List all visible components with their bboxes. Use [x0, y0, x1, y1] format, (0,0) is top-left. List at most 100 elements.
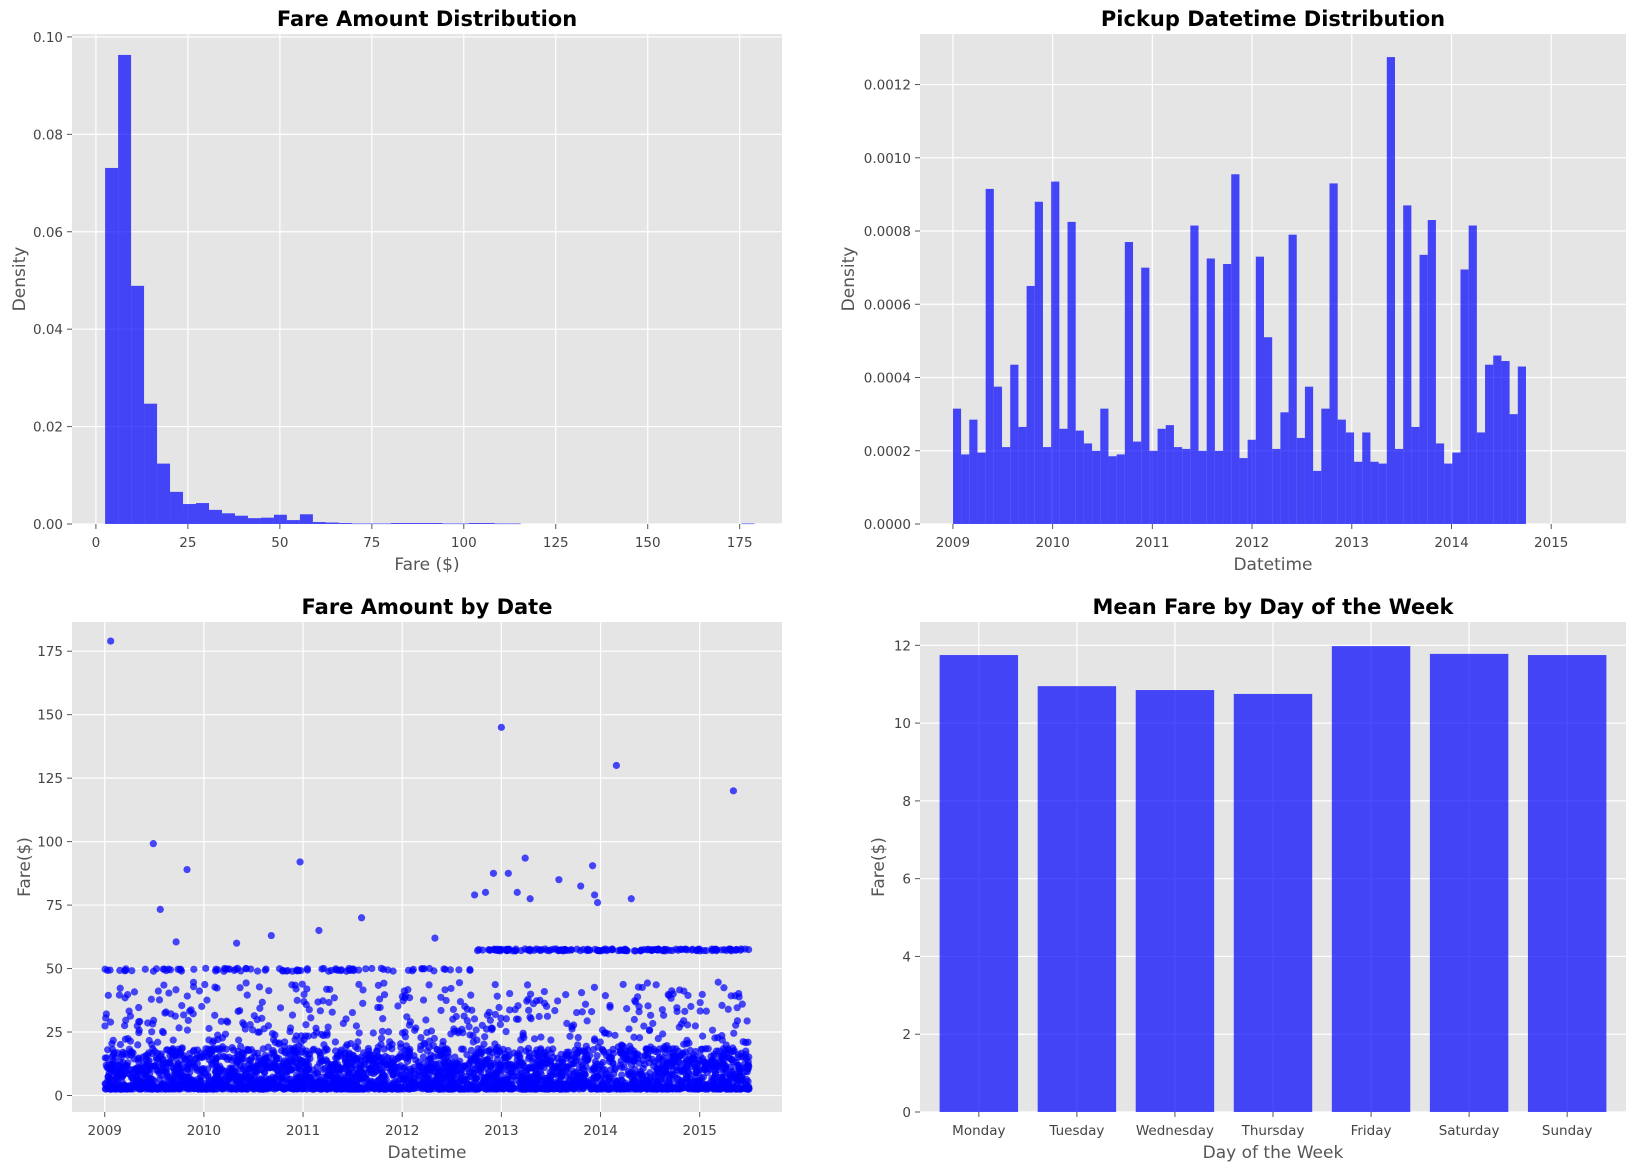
scatter-point	[134, 1041, 142, 1049]
scatter-point	[297, 966, 305, 975]
scatter-point	[355, 1071, 363, 1079]
histogram-bar	[234, 515, 248, 524]
y-tick-label: 0.02	[33, 420, 63, 436]
scatter-point	[332, 1065, 340, 1073]
scatter-point	[365, 1057, 374, 1065]
y-tick-label: 25	[46, 1025, 63, 1041]
scatter-point	[205, 1024, 213, 1033]
scatter-point	[369, 1029, 377, 1037]
scatter-point	[695, 1066, 704, 1074]
scatter-point	[148, 1028, 156, 1036]
scatter-point	[718, 1001, 726, 1009]
scatter-point	[738, 1000, 746, 1008]
histogram-bar	[1394, 448, 1404, 524]
scatter-point	[386, 1038, 394, 1046]
scatter-point	[189, 1047, 197, 1055]
scatter-point	[402, 1075, 410, 1083]
scatter-point	[253, 967, 262, 975]
scatter-point	[437, 1006, 445, 1015]
scatter-point	[342, 967, 351, 975]
scatter-point	[435, 1085, 444, 1093]
scatter-point	[520, 1034, 528, 1042]
scatter-point	[605, 1075, 614, 1083]
fare-scatter-panel: 2009 2010 2011 2012 2013 2014 2015 0 25 50 75 100 1…	[15, 595, 782, 1163]
scatter-point	[265, 987, 273, 995]
scatter-point	[504, 1046, 512, 1055]
scatter-point	[504, 869, 512, 877]
scatter-point	[523, 1067, 531, 1075]
scatter-point	[207, 1046, 215, 1054]
scatter-point	[443, 1061, 451, 1069]
histogram-bar	[1296, 437, 1305, 524]
fare-histogram-grid	[72, 34, 782, 525]
scatter-point	[659, 1054, 667, 1062]
scatter-point	[297, 1038, 305, 1046]
datetime-histogram-x-label: Datetime	[1233, 555, 1312, 575]
scatter-point	[630, 1015, 638, 1024]
scatter-point	[179, 1072, 187, 1081]
scatter-point	[574, 1047, 583, 1056]
histogram-bar	[1337, 419, 1346, 524]
y-tick-label: 0.00	[33, 517, 63, 533]
x-tick-label: Wednesday	[1136, 1123, 1214, 1139]
scatter-point	[201, 980, 209, 989]
x-tick-label: 0	[92, 535, 101, 551]
scatter-point	[222, 1081, 230, 1089]
scatter-point	[234, 1057, 242, 1066]
scatter-point	[660, 1011, 668, 1019]
scatter-point	[236, 984, 244, 992]
scatter-point	[318, 965, 326, 973]
weekday-bar	[1037, 686, 1117, 1112]
scatter-point	[239, 1019, 247, 1027]
scatter-point	[486, 946, 494, 954]
scatter-point	[456, 997, 465, 1006]
scatter-point	[708, 1026, 717, 1034]
scatter-point	[465, 1023, 473, 1031]
x-tick-label: 2011	[286, 1123, 320, 1139]
scatter-point	[182, 1055, 190, 1064]
y-tick-label: 150	[37, 708, 63, 724]
scatter-point	[593, 898, 602, 907]
scatter-point	[463, 1051, 471, 1059]
scatter-point	[130, 988, 139, 996]
histogram-bar	[247, 518, 261, 524]
histogram-bar	[1362, 432, 1371, 524]
scatter-point	[184, 1016, 192, 1025]
datetime-histogram-bars	[952, 57, 1526, 525]
scatter-point	[557, 1050, 565, 1058]
scatter-point	[619, 980, 627, 989]
scatter-point	[684, 991, 692, 1000]
scatter-point	[585, 946, 594, 954]
scatter-point	[526, 895, 534, 903]
scatter-point	[702, 1007, 710, 1015]
scatter-point	[481, 888, 490, 896]
scatter-point	[359, 999, 367, 1007]
scatter-point	[107, 637, 115, 645]
scatter-point	[198, 1002, 206, 1011]
x-tick-label: 2014	[583, 1123, 617, 1139]
scatter-point	[732, 1085, 740, 1093]
scatter-point	[630, 1057, 638, 1065]
scatter-point	[709, 1063, 717, 1071]
histogram-bar	[1010, 364, 1019, 524]
scatter-point	[491, 1010, 499, 1019]
scatter-point	[720, 984, 728, 992]
scatter-point	[317, 1030, 326, 1039]
scatter-point	[502, 1015, 510, 1023]
scatter-point	[368, 964, 376, 973]
scatter-point	[577, 989, 586, 997]
scatter-point	[731, 946, 740, 954]
scatter-point	[718, 1076, 726, 1084]
y-tick-label: 50	[46, 962, 63, 978]
scatter-point	[243, 1085, 251, 1093]
scatter-point	[120, 1064, 128, 1072]
histogram-bar	[1116, 454, 1125, 524]
histogram-bar	[1354, 461, 1363, 524]
scatter-point	[180, 1011, 188, 1019]
scatter-point	[376, 995, 384, 1003]
scatter-point	[148, 1040, 156, 1049]
scatter-point	[566, 1032, 574, 1040]
scatter-point	[183, 1079, 191, 1087]
scatter-point	[469, 1038, 477, 1046]
